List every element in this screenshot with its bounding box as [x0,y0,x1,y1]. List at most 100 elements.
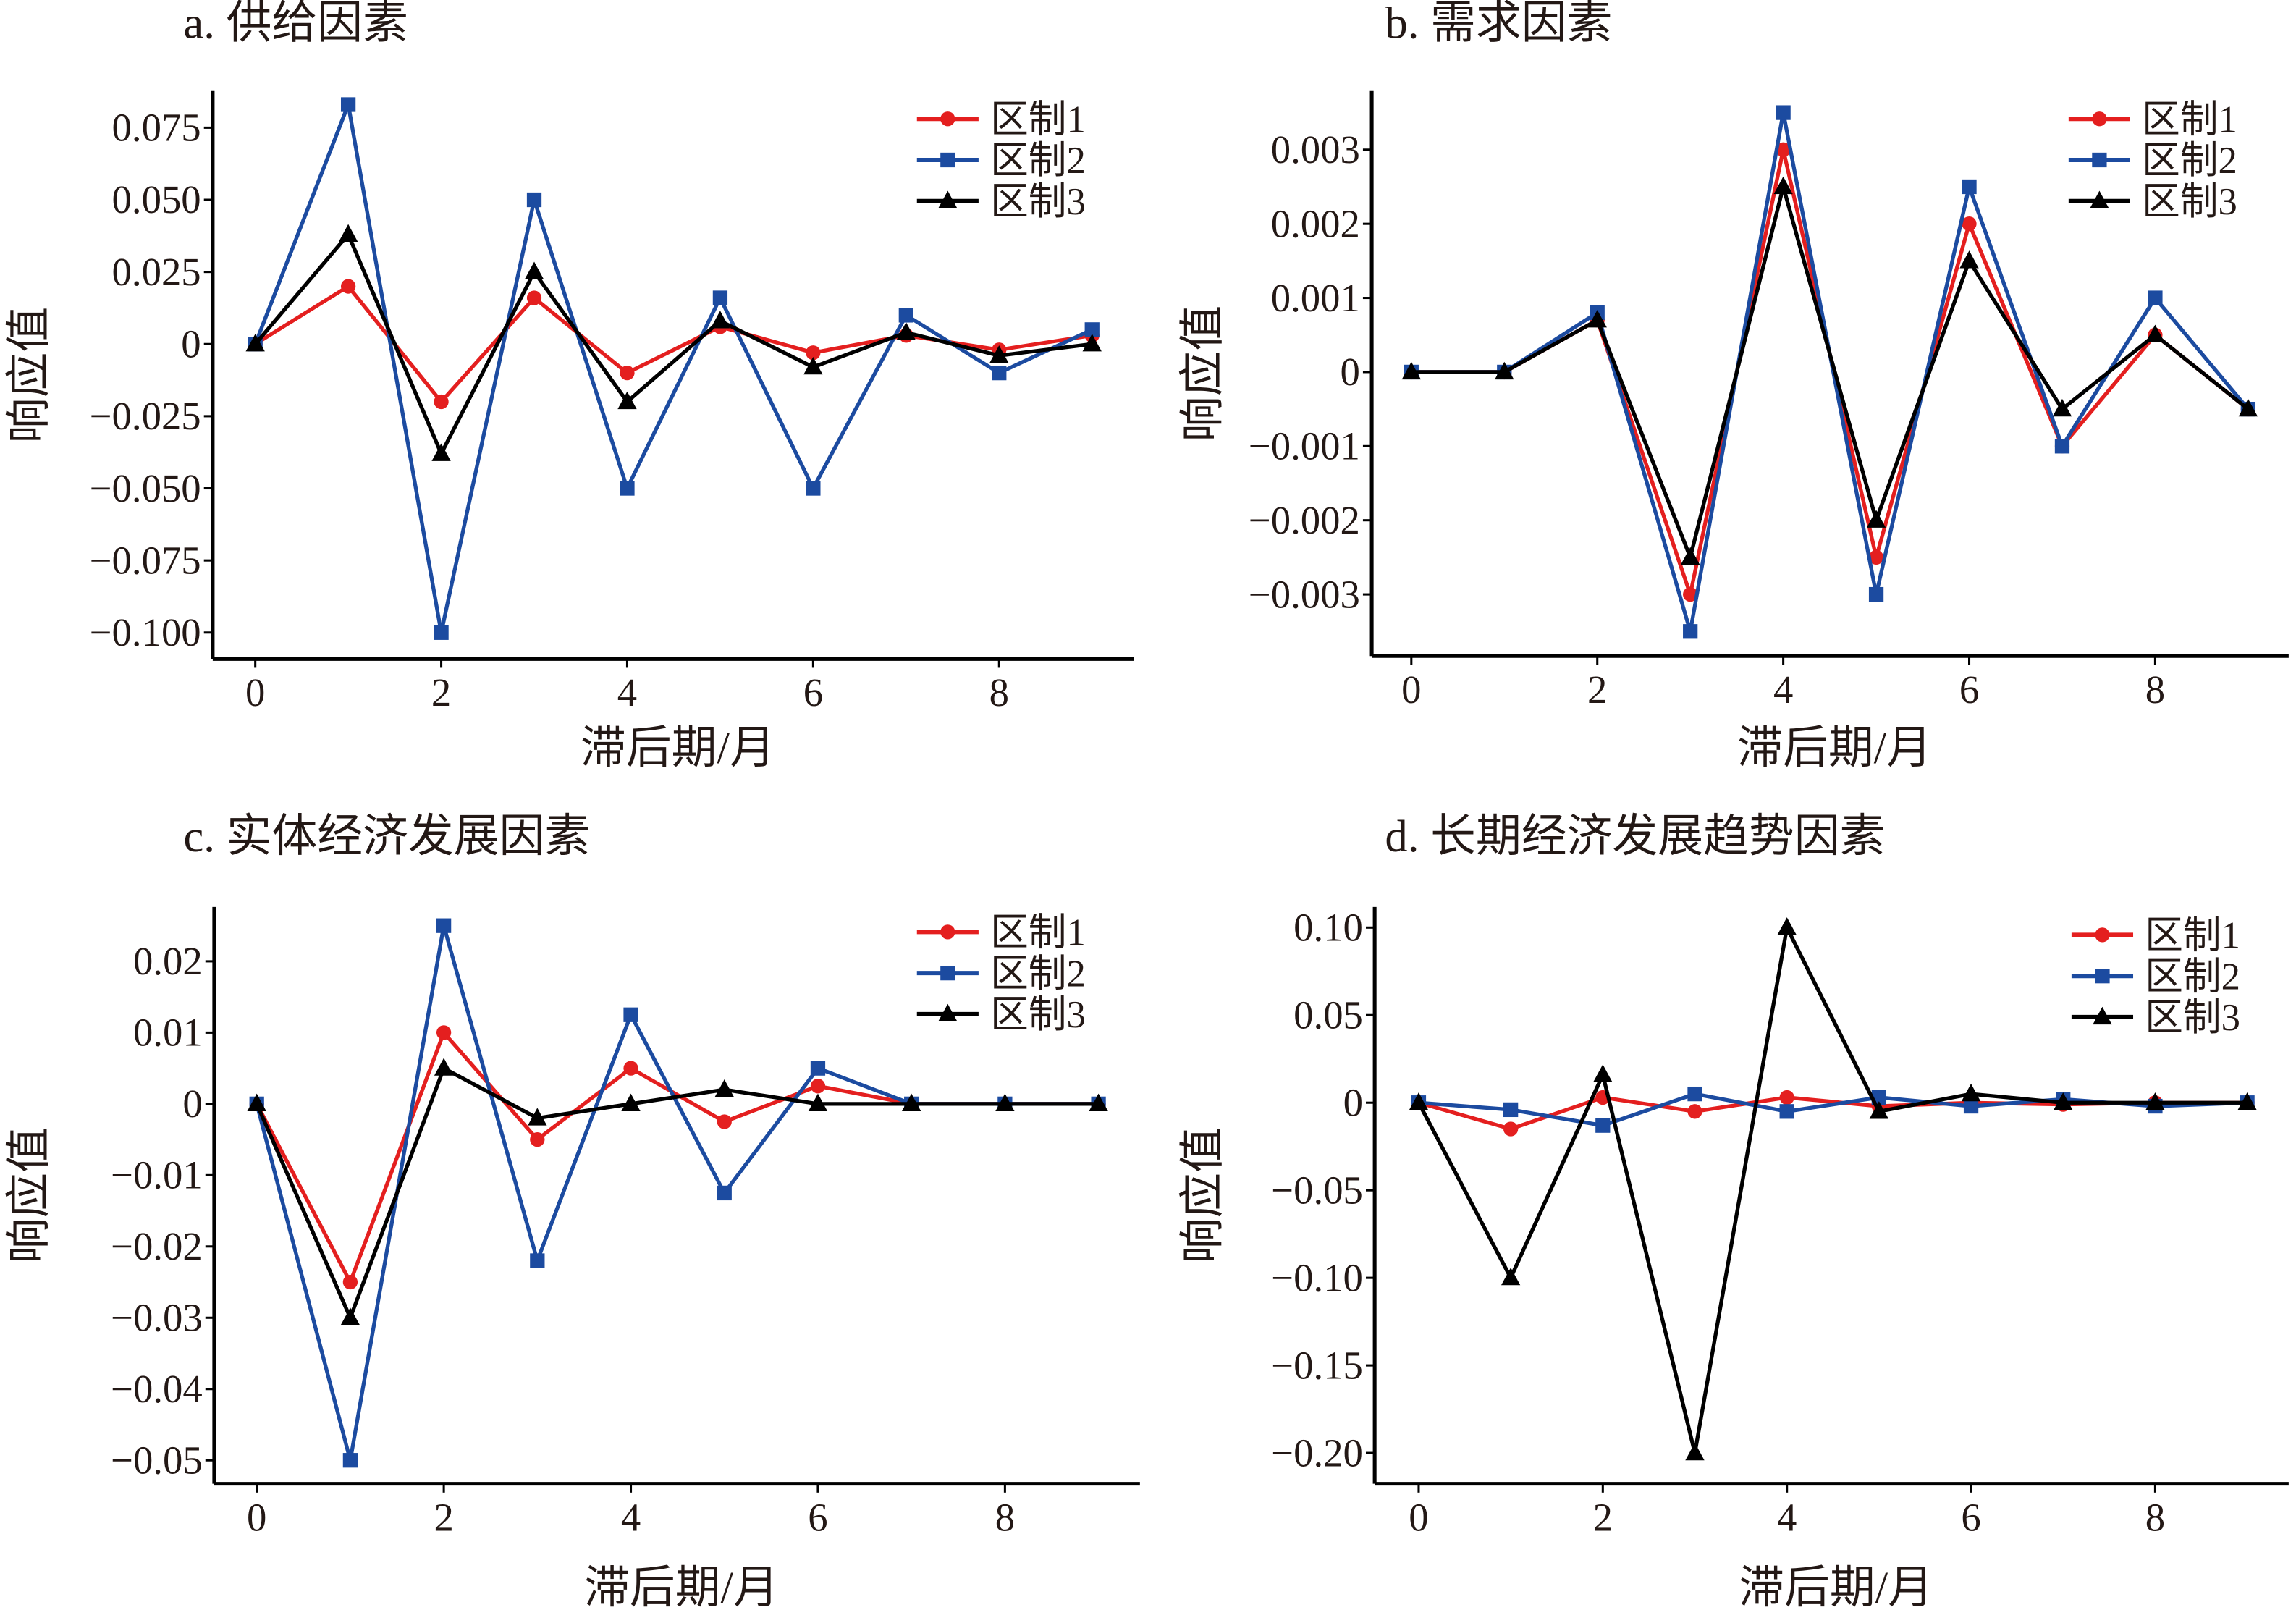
data-point-circle [717,1114,732,1129]
data-point-square [810,1061,826,1076]
y-tick-label: −0.002 [1249,498,1360,542]
data-point-triangle [1593,1064,1613,1082]
data-point-circle [623,1061,638,1076]
data-point-square [342,1453,358,1468]
data-point-triangle [338,224,358,242]
data-point-triangle [1495,361,1514,380]
data-point-triangle [1961,1083,1981,1102]
legend-item-2: 区制2 [916,140,1086,182]
chart-panel-b: b. 需求因素 0 2 4 6 8 0.003 0.002 0.001 0 −0.001 −0.002… [1177,0,2289,773]
data-point-triangle [617,391,637,410]
x-tick-label: 8 [2145,1496,2165,1540]
series-1 [1404,142,2256,602]
y-tick-label: −0.05 [111,1438,203,1482]
x-tick-label: 4 [1777,1496,1797,1540]
data-point-circle [436,1025,452,1040]
y-tick-label: −0.100 [90,610,201,654]
x-tick-label: 0 [247,1496,266,1540]
data-point-square [1963,1098,1979,1114]
data-point-triangle [938,1003,958,1022]
x-tick-label: 6 [1961,1496,1980,1540]
legend-label: 区制2 [2142,140,2237,182]
y-tick-label: 0 [181,322,201,366]
y-tick-label: 0.10 [1293,906,1363,950]
data-point-circle [1962,216,1977,232]
x-tick-label: 0 [1409,1496,1428,1540]
data-point-triangle [808,1093,828,1111]
data-point-square [623,1007,638,1022]
data-point-triangle [247,1093,266,1111]
y-tick-label: 0.003 [1271,127,1360,172]
data-point-triangle [2238,398,2258,417]
y-tick-label: 0.002 [1271,201,1360,245]
y-tick-label: 0.001 [1271,276,1360,320]
legend-label: 区制1 [990,98,1086,140]
data-point-triangle [434,1058,454,1076]
data-point-triangle [1685,1442,1705,1461]
x-tick-label: 8 [989,670,1009,715]
series-3 [245,224,1102,461]
x-axis-label: 滞后期/月 [581,722,775,773]
series-line [254,284,1093,405]
data-point-triangle [1680,547,1700,565]
legend-label: 区制2 [2145,956,2240,998]
data-point-triangle [2093,1006,2112,1025]
y-tick-label: −0.02 [111,1224,203,1268]
data-point-square [1779,1104,1794,1119]
data-point-circle [1776,142,1791,157]
data-point-triangle [1082,334,1102,352]
series-2 [249,918,1106,1468]
data-point-triangle [1401,361,1421,380]
series-line [1418,1092,2248,1128]
y-tick-label: −0.075 [90,538,201,582]
data-point-triangle [524,261,544,279]
legend-label: 区制3 [990,994,1086,1036]
y-tick-label: 0.050 [112,177,201,222]
data-point-triangle [938,190,958,208]
data-point-circle [2095,927,2110,943]
data-point-triangle [1869,1101,1889,1119]
y-tick-label: −0.003 [1249,572,1360,616]
data-point-circle [810,1079,826,1094]
series-3 [247,1058,1108,1325]
data-point-triangle [1959,250,1979,269]
data-point-triangle [340,1307,360,1325]
x-tick-label: 2 [1587,667,1607,712]
data-point-square [1084,322,1100,337]
legend-item-1: 区制1 [2068,98,2237,140]
legend-item-2: 区制2 [2071,956,2240,998]
legend-label: 区制2 [990,140,1086,182]
data-point-triangle [1587,310,1607,328]
y-axis-label: 响应值 [1177,1127,1228,1264]
series-3 [1409,917,2257,1461]
series-line [1411,179,2250,564]
y-axis-label: 响应值 [4,307,54,444]
data-point-square [620,481,635,496]
chart-title: b. 需求因素 [1385,0,1612,49]
data-point-circle [526,290,542,305]
data-point-circle [1683,586,1698,602]
y-tick-label: −0.001 [1249,424,1360,468]
x-tick-label: 4 [1773,667,1793,712]
data-point-square [1776,105,1791,120]
x-tick-label: 6 [808,1496,827,1540]
data-point-square [940,965,955,981]
y-tick-label: 0 [1343,1080,1363,1124]
y-tick-label: −0.15 [1271,1343,1363,1387]
data-point-square [712,290,728,305]
x-axis-label: 滞后期/月 [1737,722,1932,773]
data-point-circle [342,1274,358,1290]
data-point-triangle [995,1093,1015,1111]
data-point-circle [2092,111,2107,127]
data-point-triangle [989,345,1009,363]
y-tick-label: −0.20 [1271,1430,1363,1475]
x-tick-label: 0 [245,670,265,715]
y-tick-label: −0.025 [90,394,201,438]
data-point-circle [806,345,821,361]
x-tick-label: 2 [434,1496,453,1540]
series-3 [1401,176,2258,565]
data-point-square [434,625,449,640]
legend-label: 区制2 [990,953,1086,995]
series-2 [1404,105,2256,639]
